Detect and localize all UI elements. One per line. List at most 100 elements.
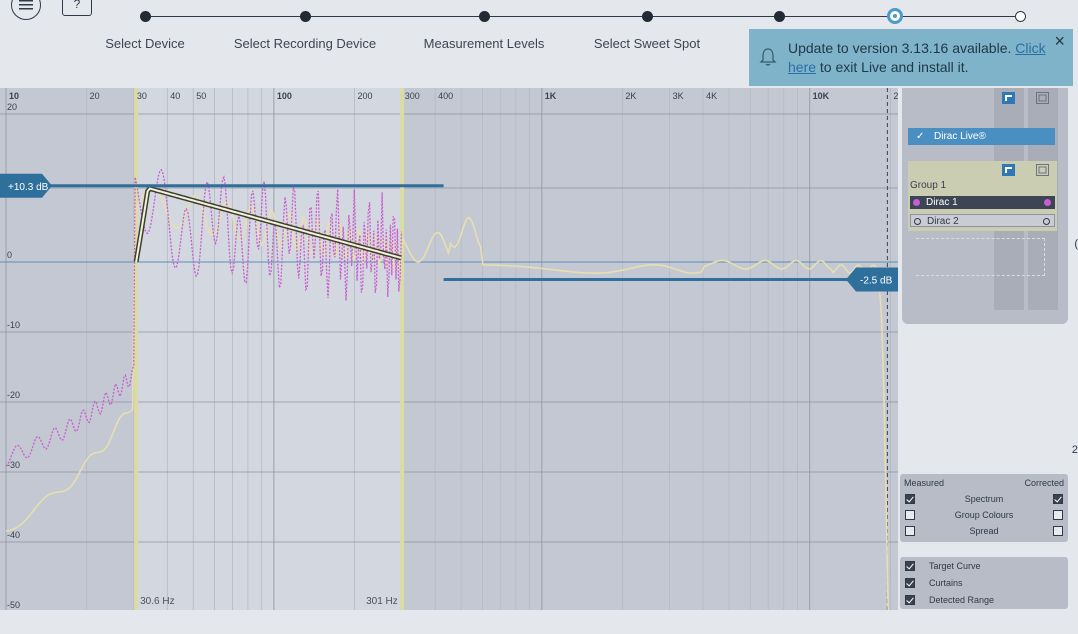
level-label-right: -2.5 dB	[860, 276, 893, 287]
frequency-response-graph[interactable]: 10203040501002003004001K2K3K4K10K20K 200…	[0, 88, 898, 610]
edge-glyph: (	[1074, 238, 1078, 250]
step-dot-select-recording-device[interactable]	[300, 11, 311, 22]
filter-label: Dirac 2	[927, 216, 959, 227]
copy-icon[interactable]	[1002, 92, 1016, 105]
bottom-bar	[0, 610, 1078, 634]
step-dot-select-sweet-spot[interactable]	[642, 11, 653, 22]
hamburger-icon	[19, 0, 33, 10]
group-1-box[interactable]: Group 1 Dirac 1 Dirac 2	[908, 161, 1057, 231]
filter-dirac-1[interactable]: Dirac 1	[910, 196, 1055, 209]
filter-side-panel: ✓ Dirac Live® Group 1 Dirac 1 Dirac 2	[902, 88, 1068, 324]
dirac-live-label: Dirac Live®	[934, 131, 986, 142]
detected-range-checkbox[interactable]	[905, 595, 915, 605]
checkmark-icon: ✓	[916, 131, 925, 142]
y-tick-label: -20	[7, 390, 20, 400]
x-tick-label: 10K	[813, 91, 830, 101]
x-tick-label: 10	[9, 91, 19, 101]
corrected-header: Corrected	[1024, 478, 1064, 488]
bell-icon	[759, 48, 777, 66]
x-tick-label: 300	[405, 91, 420, 101]
y-tick-label: 0	[7, 250, 12, 260]
dirac-live-row[interactable]: ✓ Dirac Live®	[908, 128, 1055, 145]
close-icon[interactable]: ×	[1054, 31, 1065, 51]
group-paste-icon[interactable]	[1036, 164, 1050, 177]
y-tick-label: 20	[7, 102, 17, 112]
overlay-options-panel: Target Curve Curtains Detected Range	[900, 557, 1068, 609]
step-dot-5[interactable]	[774, 11, 785, 22]
x-tick-label: 20	[90, 91, 100, 101]
curtain-high	[402, 88, 898, 610]
level-markers[interactable]: +10.3 dB -2.5 dB 30.6 Hz 301 Hz	[0, 173, 898, 607]
spread-corrected-checkbox[interactable]	[1053, 526, 1063, 536]
y-tick-label: -30	[7, 460, 20, 470]
step-dot-select-device[interactable]	[140, 11, 151, 22]
step-label-select-recording-device[interactable]: Select Recording Device	[233, 36, 377, 51]
x-tick-label: 200	[358, 91, 373, 101]
group-colours-measured-checkbox[interactable]	[905, 510, 915, 520]
x-axis-labels: 10 20 30 40 50 100 200 300 400 1K 2K 3K 4K 10K 20K	[9, 91, 898, 101]
response-curves	[5, 168, 889, 610]
step-label-select-device[interactable]: Select Device	[105, 36, 185, 51]
step-label-measurement-levels[interactable]: Measurement Levels	[423, 36, 545, 51]
target-curve-label: Target Curve	[929, 561, 981, 571]
x-tick-label: 400	[438, 91, 453, 101]
group-colours-corrected-checkbox[interactable]	[1053, 510, 1063, 520]
x-tick-label: 3K	[673, 91, 684, 101]
curtains-label: Curtains	[929, 578, 963, 588]
detected-range-label: Detected Range	[929, 595, 995, 605]
x-tick-label: 50	[196, 91, 206, 101]
y-tick-label: -40	[7, 530, 20, 540]
x-tick-label: 40	[170, 91, 180, 101]
y-tick-label: -10	[7, 320, 20, 330]
curtain-low	[0, 88, 137, 610]
target-curve-checkbox[interactable]	[905, 561, 915, 571]
curtain-high-label: 301 Hz	[366, 596, 398, 607]
display-options-panel: Measured Corrected Spectrum Group Colour…	[900, 474, 1068, 542]
spectrum-label: Spectrum	[964, 494, 1004, 504]
curtains-checkbox[interactable]	[905, 578, 915, 588]
x-tick-label: 1K	[545, 91, 557, 101]
measured-header: Measured	[904, 478, 945, 488]
help-label: ?	[73, 0, 81, 11]
filter-end-dot	[1044, 199, 1051, 206]
x-tick-label: 30	[137, 91, 147, 101]
filter-color-dot	[914, 218, 921, 225]
step-label-select-sweet-spot[interactable]: Select Sweet Spot	[593, 36, 701, 51]
step-progress-line	[145, 16, 1020, 17]
filter-color-dot	[913, 199, 920, 206]
spectrum-measured-checkbox[interactable]	[905, 494, 915, 504]
hamburger-menu-button[interactable]	[11, 0, 41, 20]
step-dot-next[interactable]	[1015, 11, 1026, 22]
filter-label: Dirac 1	[926, 197, 958, 208]
level-handle-right	[846, 267, 898, 292]
spread-label: Spread	[969, 526, 999, 536]
filter-dirac-2[interactable]: Dirac 2	[910, 214, 1055, 227]
help-button[interactable]: ?	[62, 0, 92, 16]
filter-curve-core	[135, 187, 402, 263]
step-dot-current[interactable]	[887, 8, 903, 24]
filter-end-dot	[1043, 218, 1050, 225]
paste-icon[interactable]	[1036, 92, 1050, 105]
x-tick-label: 2K	[625, 91, 636, 101]
x-tick-label: 100	[277, 91, 292, 101]
level-label-left: +10.3 dB	[8, 182, 49, 193]
group-copy-icon[interactable]	[1002, 164, 1016, 177]
update-text: Update to version 3.13.16 available.	[788, 40, 1016, 56]
y-tick-label: -50	[7, 600, 20, 610]
edge-glyph: 2	[1071, 444, 1078, 456]
update-message: Update to version 3.13.16 available. Cli…	[788, 39, 1050, 77]
y-axis-labels: 20 0 -10 -20 -30 -40 -50	[7, 102, 20, 610]
group-label: Group 1	[910, 180, 947, 191]
level-handle-left	[0, 173, 52, 198]
group-colours-label: Group Colours	[954, 510, 1014, 520]
spectrum-corrected-checkbox[interactable]	[1053, 494, 1063, 504]
x-tick-label: 4K	[706, 91, 717, 101]
step-dot-measurement-levels[interactable]	[479, 11, 490, 22]
curtain-low-label: 30.6 Hz	[140, 596, 174, 607]
update-notification: Update to version 3.13.16 available. Cli…	[749, 29, 1073, 86]
graph-grid	[0, 88, 898, 610]
drop-zone[interactable]	[916, 238, 1045, 276]
spread-measured-checkbox[interactable]	[905, 526, 915, 536]
x-tick-label: 20K	[893, 91, 898, 101]
update-link[interactable]: Click here	[788, 40, 1046, 75]
